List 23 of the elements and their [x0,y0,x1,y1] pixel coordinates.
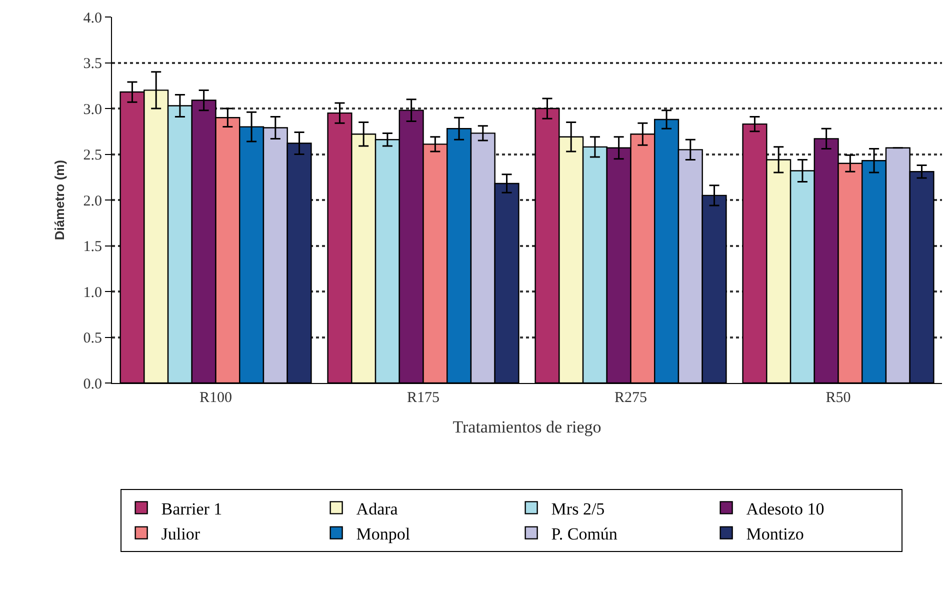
y-tick-label: 2.5 [83,148,102,164]
y-tick-label: 3.5 [83,56,102,72]
y-tick-label: 4.0 [83,10,102,26]
x-axis-title: Tratamientos de riego [452,417,602,436]
y-tick-label: 0.5 [83,330,102,346]
x-tick-label: R50 [826,390,851,406]
legend-label: Adesoto 10 [746,499,824,518]
y-axis-title: Diámetro (m) [52,160,68,240]
y-tick-label: 2.0 [83,193,102,210]
legend-label: Barrier 1 [161,499,222,518]
legend-label: Monpol [356,524,410,544]
x-tick-label: R275 [614,390,648,406]
legend-label: Julior [161,524,200,544]
x-tick-label: R175 [406,390,440,406]
y-tick-label: 1.5 [83,239,102,255]
y-tick-label: 3.0 [83,102,102,118]
legend-label: Montizo [746,524,804,544]
legend-label: P. Común [551,524,618,544]
y-tick-label: 1.0 [83,284,102,301]
y-tick-label: 0.0 [83,376,102,392]
legend-label: Mrs 2/5 [551,499,605,518]
legend-label: Adara [356,499,398,518]
x-tick-label: R100 [199,390,232,406]
